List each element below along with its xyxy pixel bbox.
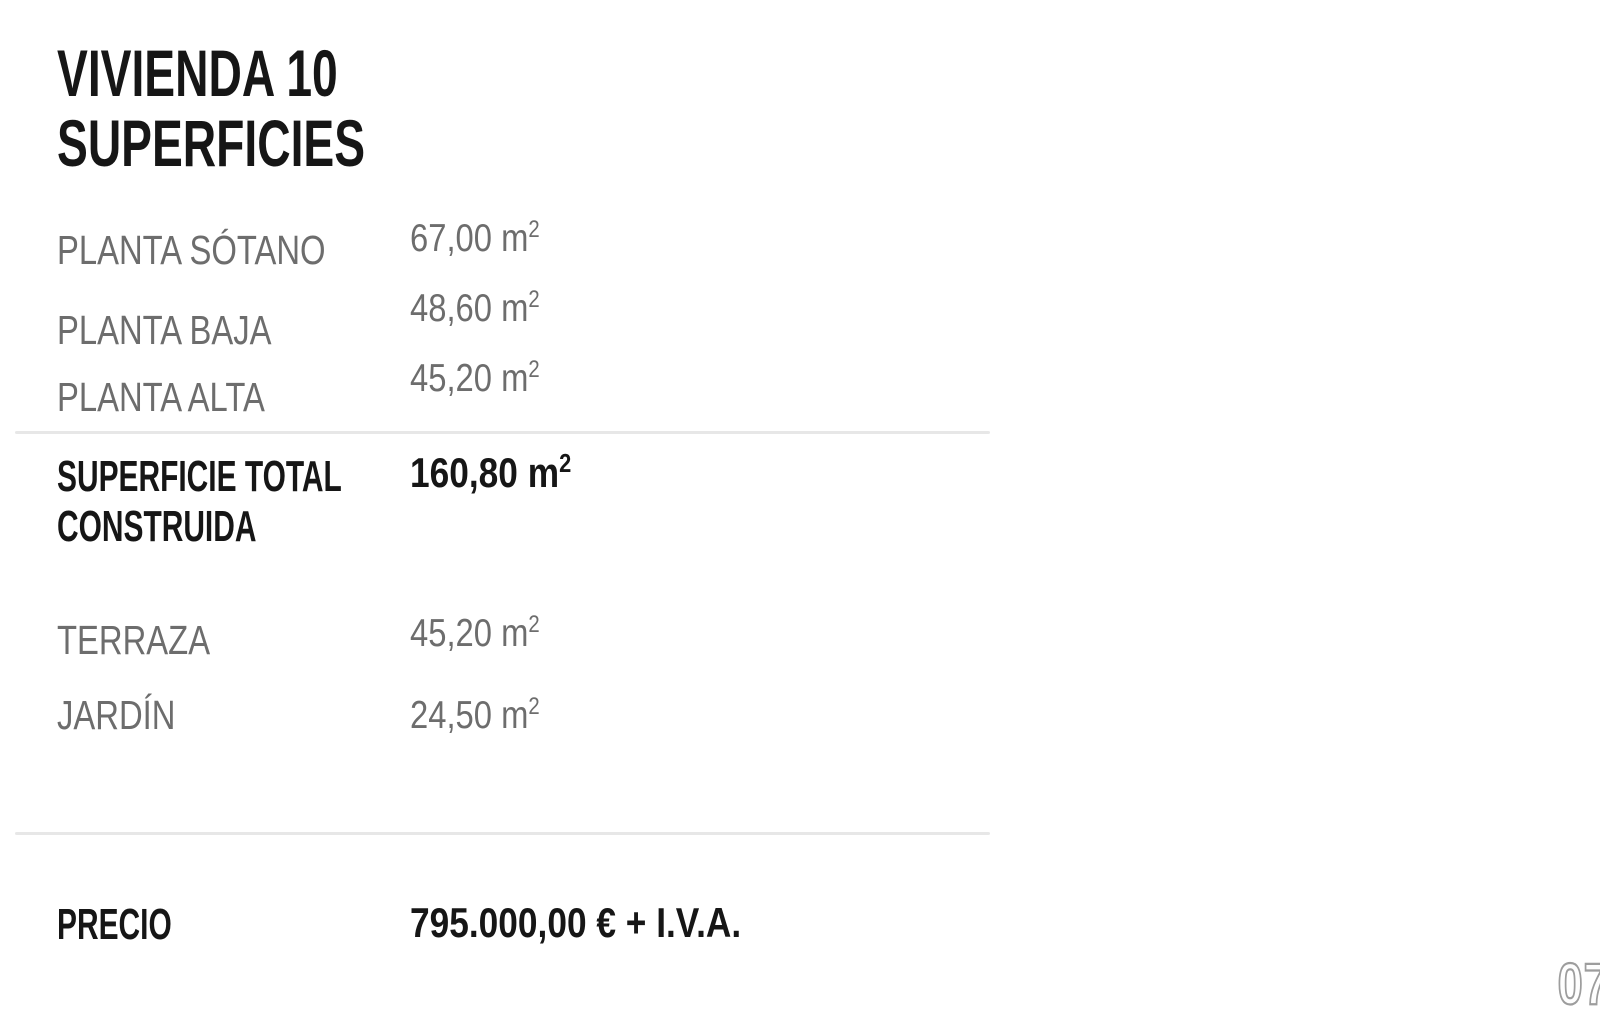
squared-superscript: 2 — [528, 286, 540, 313]
squared-superscript: 2 — [528, 693, 540, 720]
squared-superscript: 2 — [528, 611, 540, 638]
label-planta-sotano: PLANTA SÓTANO — [57, 227, 326, 273]
value-text: 67,00 m — [410, 217, 529, 260]
value-jardin: 24,50 m2 — [410, 694, 540, 738]
divider-bottom — [15, 832, 990, 835]
squared-superscript: 2 — [528, 216, 540, 243]
value-planta-baja: 48,60 m2 — [410, 287, 540, 331]
page-number: 07 — [1557, 951, 1600, 1013]
value-precio: 795.000,00 € + I.V.A. — [410, 899, 742, 946]
value-superficie-total: 160,80 m2 — [410, 449, 571, 497]
label-planta-baja: PLANTA BAJA — [57, 307, 272, 353]
value-terraza: 45,20 m2 — [410, 612, 540, 656]
label-planta-alta: PLANTA ALTA — [57, 374, 265, 420]
title-line-vivienda: VIVIENDA 10 — [57, 36, 338, 110]
total-label-line-1: SUPERFICIE TOTAL — [57, 452, 342, 501]
squared-superscript: 2 — [559, 448, 572, 478]
label-precio: PRECIO — [57, 900, 172, 949]
value-text: 48,60 m — [410, 287, 529, 330]
page-title: VIVIENDA 10 SUPERFICIES — [57, 38, 365, 178]
value-text: 45,20 m — [410, 612, 529, 655]
label-jardin: JARDÍN — [57, 692, 176, 738]
value-text: 160,80 m — [410, 449, 560, 496]
value-text: 24,50 m — [410, 694, 529, 737]
label-superficie-total: SUPERFICIE TOTAL CONSTRUIDA — [57, 452, 342, 552]
squared-superscript: 2 — [528, 356, 540, 383]
value-planta-sotano: 67,00 m2 — [410, 217, 540, 261]
divider-top — [15, 431, 990, 434]
label-terraza: TERRAZA — [57, 617, 211, 663]
value-planta-alta: 45,20 m2 — [410, 357, 540, 401]
title-line-superficies: SUPERFICIES — [57, 106, 366, 180]
value-text: 45,20 m — [410, 357, 529, 400]
total-label-line-2: CONSTRUIDA — [57, 502, 257, 551]
